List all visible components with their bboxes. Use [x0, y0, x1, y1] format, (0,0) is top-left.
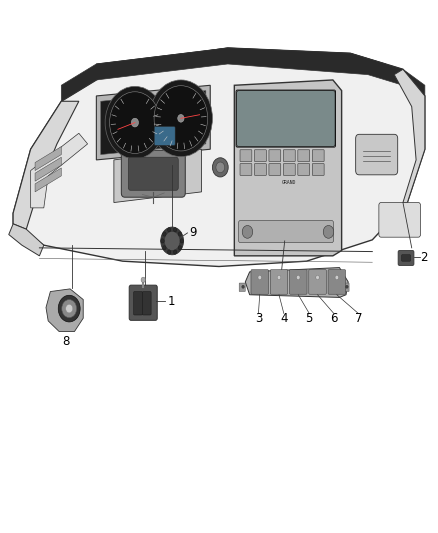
FancyBboxPatch shape	[121, 150, 185, 197]
FancyBboxPatch shape	[356, 134, 398, 175]
FancyBboxPatch shape	[154, 126, 175, 146]
FancyBboxPatch shape	[290, 270, 307, 294]
FancyBboxPatch shape	[270, 270, 288, 294]
Circle shape	[167, 228, 171, 232]
Circle shape	[316, 276, 319, 280]
Polygon shape	[101, 91, 206, 155]
Text: 2: 2	[420, 251, 428, 264]
Polygon shape	[245, 268, 348, 297]
Circle shape	[149, 80, 212, 157]
Polygon shape	[9, 224, 44, 256]
Polygon shape	[61, 48, 425, 101]
FancyBboxPatch shape	[254, 150, 266, 161]
Circle shape	[164, 231, 180, 251]
Circle shape	[58, 295, 80, 322]
Text: 5: 5	[306, 312, 313, 325]
Circle shape	[161, 239, 164, 243]
Polygon shape	[114, 149, 201, 203]
Text: 7: 7	[354, 312, 362, 325]
Circle shape	[242, 285, 244, 288]
Polygon shape	[46, 289, 83, 332]
FancyBboxPatch shape	[240, 150, 252, 161]
FancyBboxPatch shape	[128, 157, 178, 190]
Circle shape	[346, 285, 348, 288]
Text: 8: 8	[62, 335, 69, 348]
Polygon shape	[96, 48, 385, 75]
FancyBboxPatch shape	[379, 203, 420, 237]
Polygon shape	[13, 48, 425, 266]
FancyBboxPatch shape	[398, 251, 414, 265]
FancyBboxPatch shape	[142, 292, 151, 315]
FancyBboxPatch shape	[269, 150, 281, 161]
Text: GRAND: GRAND	[282, 180, 296, 185]
Text: 9: 9	[189, 227, 196, 239]
Polygon shape	[35, 168, 61, 192]
Circle shape	[173, 228, 177, 232]
FancyBboxPatch shape	[298, 150, 310, 161]
Text: 3: 3	[255, 312, 262, 325]
Circle shape	[110, 92, 160, 154]
FancyBboxPatch shape	[343, 283, 349, 292]
FancyBboxPatch shape	[283, 150, 295, 161]
FancyBboxPatch shape	[129, 285, 157, 320]
Circle shape	[216, 162, 225, 173]
FancyBboxPatch shape	[251, 270, 268, 294]
FancyBboxPatch shape	[309, 270, 326, 294]
Polygon shape	[31, 133, 88, 208]
FancyBboxPatch shape	[298, 164, 310, 175]
FancyBboxPatch shape	[402, 255, 410, 261]
Circle shape	[323, 225, 334, 238]
Circle shape	[297, 276, 300, 280]
Circle shape	[180, 239, 184, 243]
FancyBboxPatch shape	[328, 270, 346, 294]
FancyBboxPatch shape	[254, 164, 266, 175]
FancyBboxPatch shape	[239, 221, 333, 243]
Circle shape	[162, 246, 166, 250]
Text: 6: 6	[330, 312, 338, 325]
Circle shape	[178, 232, 182, 236]
FancyBboxPatch shape	[312, 150, 324, 161]
FancyBboxPatch shape	[312, 164, 324, 175]
Circle shape	[162, 232, 166, 236]
Circle shape	[141, 277, 145, 282]
Circle shape	[178, 115, 184, 122]
Circle shape	[131, 118, 138, 127]
Circle shape	[161, 227, 184, 255]
Circle shape	[167, 250, 171, 254]
Circle shape	[178, 246, 182, 250]
Circle shape	[212, 158, 228, 177]
Circle shape	[62, 300, 77, 318]
Text: 4: 4	[280, 312, 288, 325]
Polygon shape	[35, 157, 61, 181]
Polygon shape	[234, 80, 342, 256]
Polygon shape	[96, 85, 210, 160]
Circle shape	[154, 86, 208, 151]
FancyBboxPatch shape	[283, 164, 295, 175]
FancyBboxPatch shape	[269, 164, 281, 175]
FancyBboxPatch shape	[237, 91, 335, 147]
Circle shape	[66, 304, 73, 313]
Circle shape	[335, 276, 339, 280]
Polygon shape	[35, 147, 61, 171]
FancyBboxPatch shape	[240, 164, 252, 175]
Circle shape	[173, 250, 177, 254]
FancyBboxPatch shape	[239, 283, 245, 292]
Circle shape	[277, 276, 281, 280]
FancyBboxPatch shape	[134, 292, 142, 315]
Polygon shape	[13, 101, 79, 229]
Circle shape	[242, 225, 253, 238]
Circle shape	[258, 276, 261, 280]
Text: 1: 1	[167, 295, 175, 308]
Circle shape	[105, 86, 165, 159]
Polygon shape	[394, 69, 425, 203]
